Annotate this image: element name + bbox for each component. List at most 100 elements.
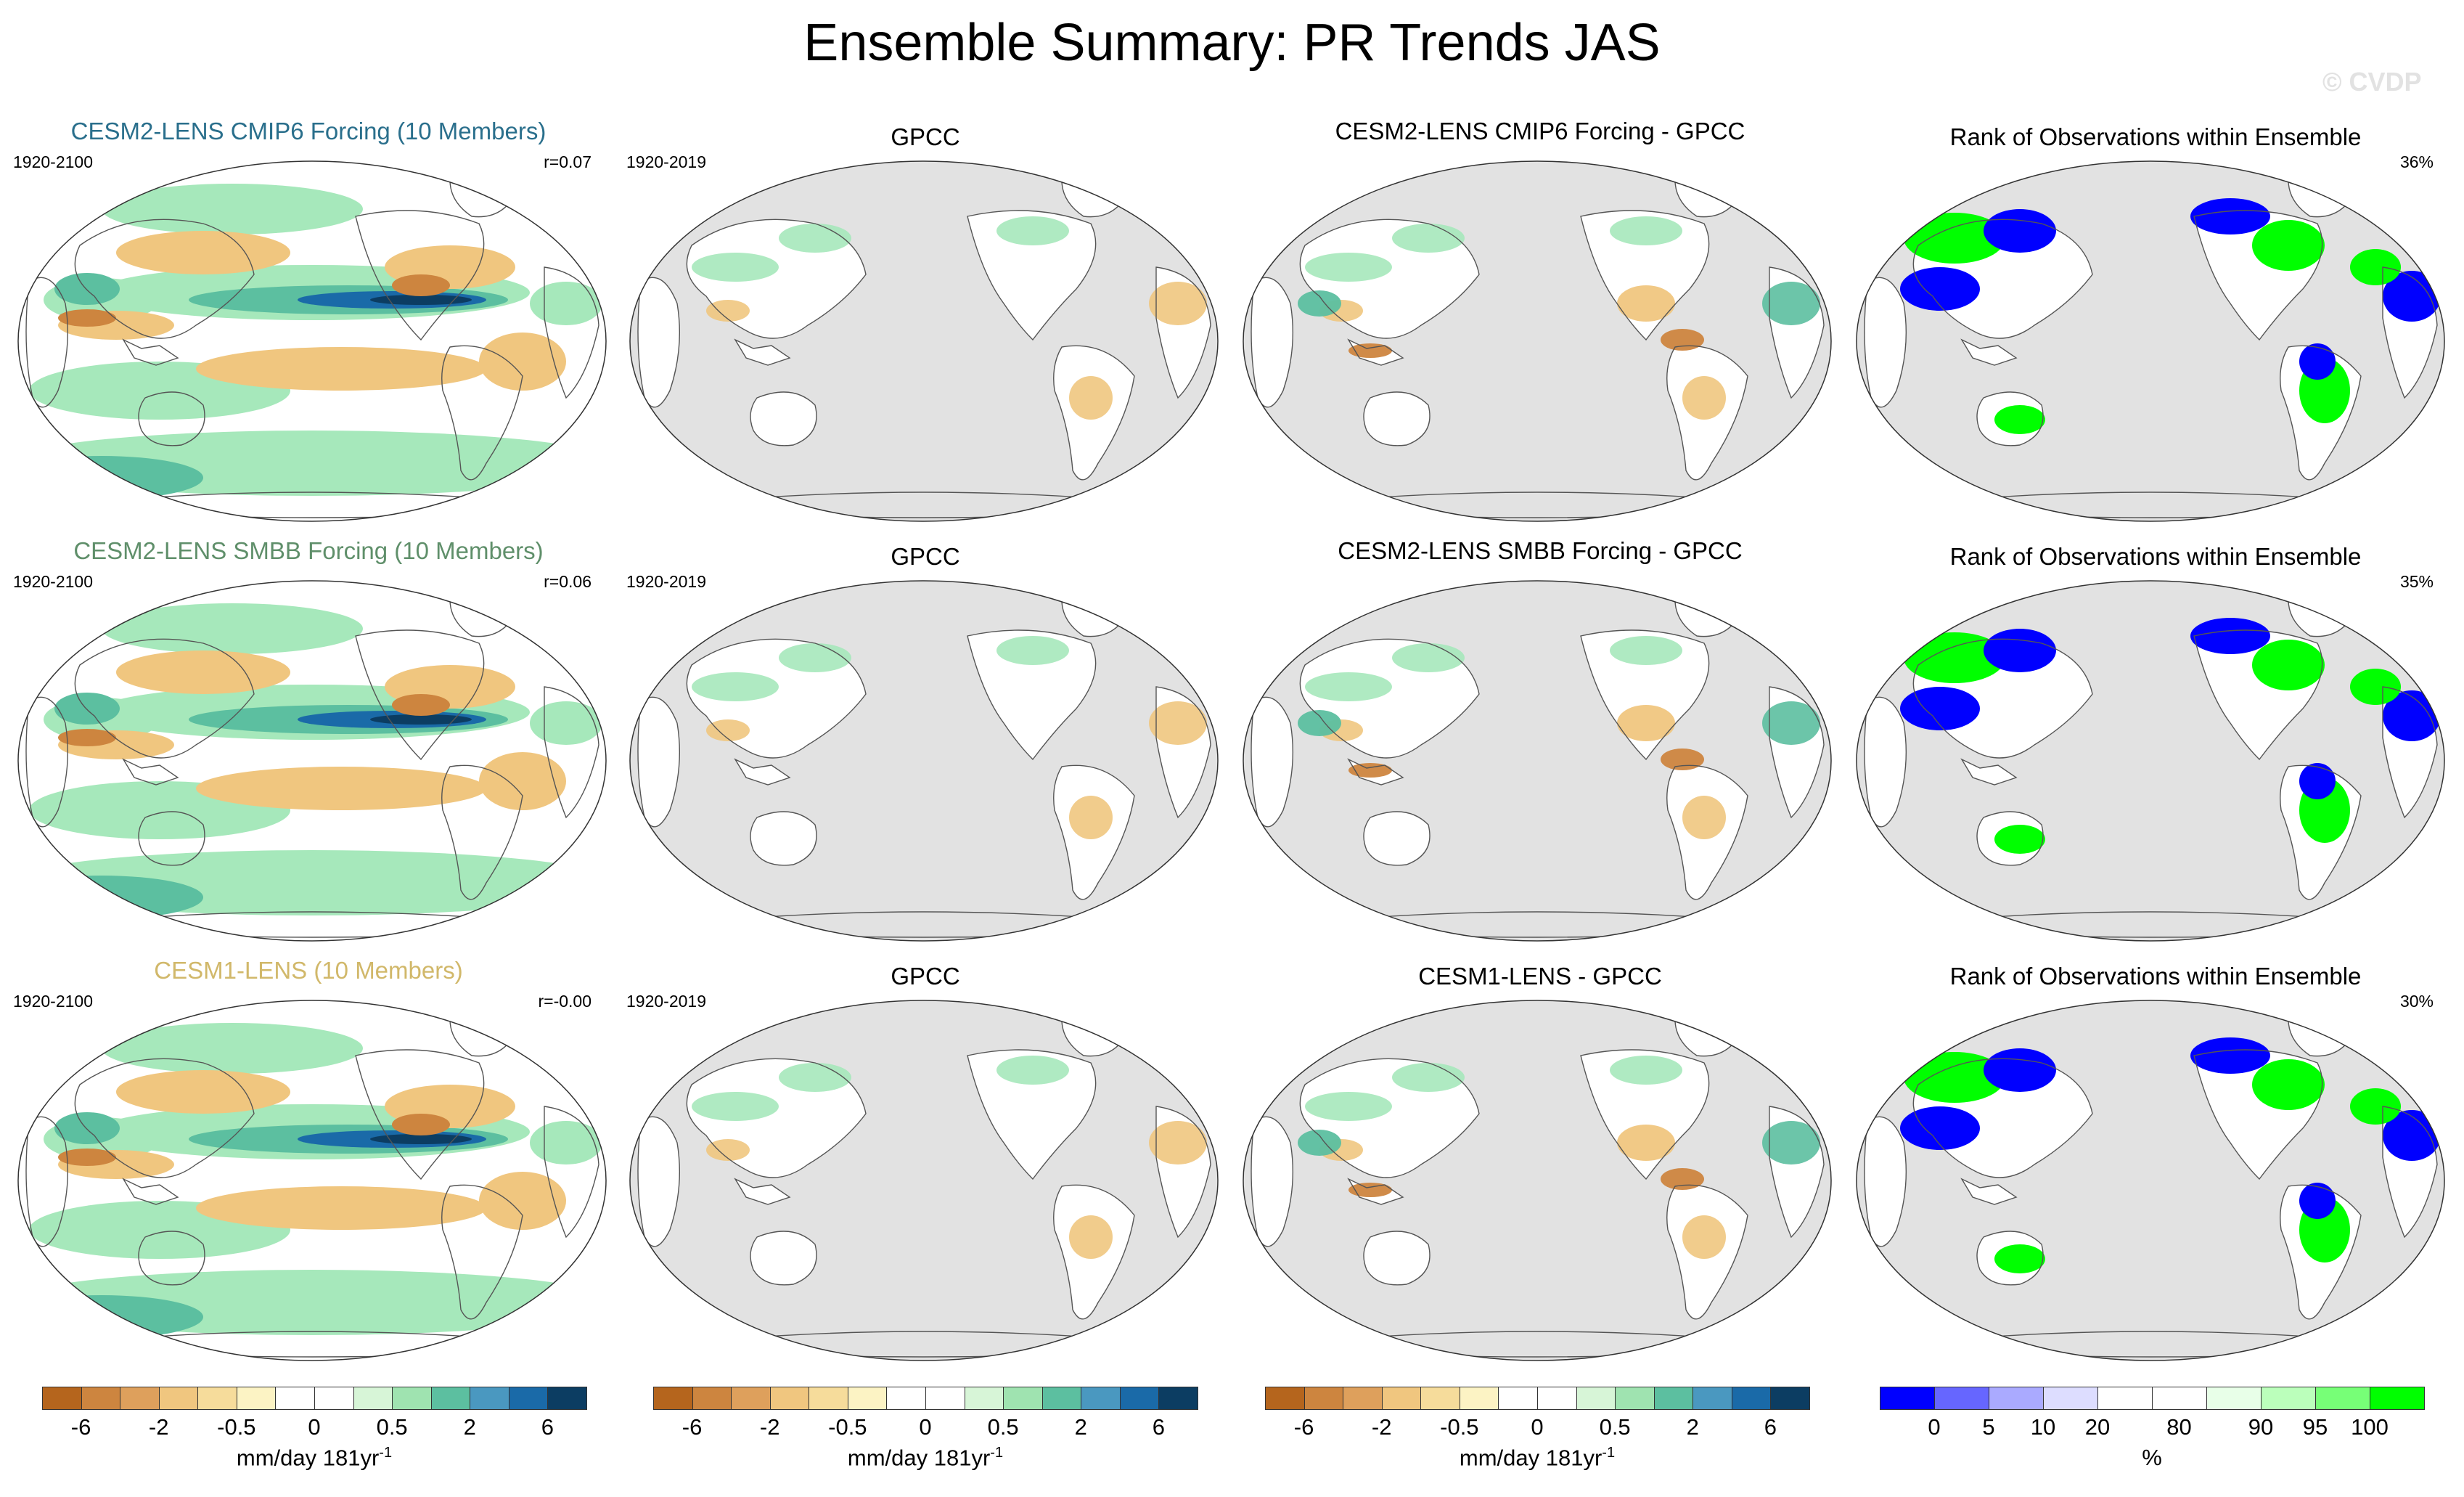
panel-title-rank-2: Rank of Observations within Ensemble	[1949, 543, 2362, 570]
colorbar-box	[1303, 1387, 1344, 1410]
coastline-europe-africa	[1864, 696, 1907, 828]
coastline-maritime	[122, 338, 179, 366]
colorbar-box	[2315, 1387, 2370, 1410]
dry-patch-south-america	[1682, 1215, 1726, 1259]
colorbar-box	[2152, 1387, 2207, 1410]
patch-africa	[1762, 701, 1820, 745]
rank-percent-1: 36%	[2399, 152, 2434, 171]
rank-high-north-america	[2252, 220, 2325, 271]
rank-low-north-america	[2190, 198, 2270, 234]
coastline-asia	[686, 638, 867, 759]
wet-band-africa	[530, 282, 602, 325]
colorbar-tick-label: 0	[308, 1414, 321, 1440]
rank-low-africa	[2383, 271, 2441, 322]
colorbar-tick-label: 0	[919, 1414, 932, 1440]
rank-low-siberia	[1984, 629, 2056, 672]
map-background	[1243, 1000, 1831, 1361]
dry-band-north-pacific	[116, 231, 290, 274]
colorbar-tick-label: -6	[70, 1414, 91, 1440]
colorbar-box	[692, 1387, 732, 1410]
period-obs-3: 1920-2019	[626, 992, 706, 1011]
map-difference-1	[1243, 160, 1832, 522]
dry-patch-maritime	[1348, 763, 1392, 778]
dry-band-south-america	[479, 1172, 566, 1230]
colorbar-box	[809, 1387, 848, 1410]
colorbar-tick-label: 2	[1074, 1414, 1087, 1440]
panel-title-model-2: CESM2-LENS SMBB Forcing (10 Members)	[73, 537, 544, 564]
colorbar-box	[1653, 1387, 1694, 1410]
wet-band-indian-core	[54, 693, 120, 725]
colorbar-tick-label: 95	[2302, 1414, 2328, 1440]
colorbar-box	[547, 1387, 587, 1410]
coastline-maritime	[1960, 758, 2018, 786]
dry-core-central-america	[392, 694, 450, 716]
rank-high-africa	[2350, 669, 2401, 705]
coastline-maritime	[1347, 1178, 1404, 1205]
main-title: Ensemble Summary: PR Trends JAS	[803, 14, 1661, 72]
map-obs-trend-2	[629, 580, 1219, 942]
rank-high-africa	[2350, 249, 2401, 285]
colorbar-box	[2370, 1387, 2425, 1410]
patch-africa	[1149, 1121, 1207, 1164]
wet-patch-north-america	[1610, 216, 1682, 245]
land-n-america	[967, 211, 1096, 340]
coastline-maritime	[734, 758, 791, 786]
coastline-europe-africa	[1251, 277, 1294, 408]
wet-patch-siberia	[1392, 643, 1465, 672]
dry-patch-south-america	[1069, 376, 1113, 420]
coastline-europe-africa	[1251, 696, 1294, 828]
colorbar-box	[1731, 1387, 1772, 1410]
rank-low-siberia	[1984, 1048, 2056, 1092]
wet-patch-india	[1298, 710, 1341, 736]
dry-patch-south-america	[1069, 1215, 1113, 1259]
dry-band-south-pacific	[196, 767, 486, 810]
colorbar-tick-label: -2	[759, 1414, 780, 1440]
colorbar-box	[430, 1387, 471, 1410]
land-n-america	[967, 1050, 1096, 1179]
wet-patch-asia	[1305, 1092, 1392, 1121]
colorbar-box	[353, 1387, 393, 1410]
dry-patch-amazon	[1661, 329, 1704, 351]
land-europe-africa	[638, 277, 680, 407]
colorbar-tick-label: 2	[463, 1414, 476, 1440]
colorbar-box	[2206, 1387, 2262, 1410]
colorbar-box	[1343, 1387, 1383, 1410]
dry-patch-maritime	[1348, 343, 1392, 358]
dry-patch-central-america	[1617, 705, 1675, 741]
wet-band-arctic	[102, 184, 363, 234]
coastline-australia	[1363, 391, 1430, 446]
coastline-n-america	[2193, 210, 2323, 341]
coastline-s-america	[1666, 1184, 1748, 1320]
dry-patch-south-america	[1682, 376, 1726, 420]
colorbar-box	[1041, 1387, 1082, 1410]
colorbar-box	[769, 1387, 810, 1410]
map-border	[1856, 580, 2445, 942]
pattern-correlation-1: r=0.07	[544, 152, 592, 171]
colorbar-box	[236, 1387, 277, 1410]
wet-band-indian-core	[54, 1112, 120, 1144]
dry-patch-south-asia	[706, 1139, 750, 1161]
coastline-africa-east	[1769, 266, 1825, 399]
dry-patch-amazon	[1661, 1168, 1704, 1190]
colorbar-units-label: mm/day 181yr-1	[1459, 1445, 1616, 1471]
wet-band-africa	[530, 701, 602, 745]
coastline-asia	[74, 1058, 255, 1178]
colorbar-box	[392, 1387, 432, 1410]
rank-high-australia	[1994, 1244, 2045, 1273]
rank-high-europe-asia	[1904, 632, 2005, 683]
coastline-asia	[686, 1058, 867, 1178]
land-australia	[750, 812, 816, 865]
coastline-s-america	[2280, 1184, 2362, 1320]
rank-low-siberia	[1984, 209, 2056, 253]
coastline-n-america	[967, 1049, 1097, 1180]
coastline-europe-africa	[25, 1116, 69, 1247]
colorbar-box	[653, 1387, 693, 1410]
map-model-trend-1	[17, 160, 607, 522]
dry-patch-south-america	[1682, 796, 1726, 839]
coastline-maritime	[734, 1178, 791, 1205]
wet-patch-north-america	[996, 216, 1069, 245]
coastline-asia	[74, 638, 255, 759]
patch-africa	[1762, 282, 1820, 325]
colorbar-tick-label: 2	[1686, 1414, 1699, 1440]
coastline-maritime	[734, 338, 791, 366]
